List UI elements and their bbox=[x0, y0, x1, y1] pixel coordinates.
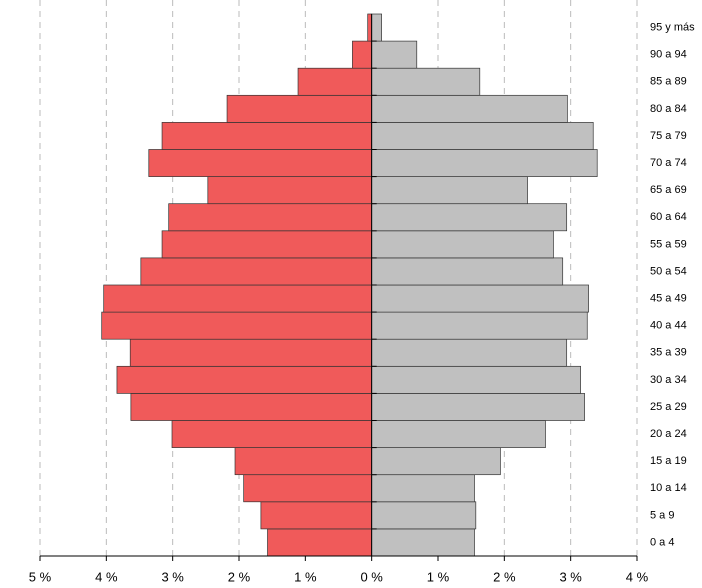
bar bbox=[243, 474, 373, 503]
bar bbox=[371, 176, 528, 205]
bar bbox=[371, 447, 501, 476]
bar bbox=[161, 230, 373, 259]
bar bbox=[371, 149, 598, 177]
bar bbox=[168, 203, 373, 232]
category-label: 45 a 49 bbox=[650, 292, 687, 304]
bar bbox=[171, 420, 373, 448]
category-label: 0 a 4 bbox=[650, 536, 674, 548]
category-label: 50 a 54 bbox=[650, 265, 687, 277]
bar bbox=[148, 149, 373, 177]
bar bbox=[371, 474, 475, 503]
x-tick-label: 2 % bbox=[228, 569, 251, 584]
category-label: 95 y más bbox=[650, 21, 695, 33]
bar bbox=[129, 338, 373, 367]
category-label: 60 a 64 bbox=[650, 211, 687, 223]
bar bbox=[371, 257, 564, 286]
bar bbox=[140, 257, 373, 286]
bar bbox=[130, 393, 373, 421]
category-label: 5 a 9 bbox=[650, 509, 674, 521]
bar bbox=[101, 311, 373, 340]
category-label: 30 a 34 bbox=[650, 374, 687, 386]
category-label: 75 a 79 bbox=[650, 130, 687, 142]
x-tick-label: 1 % bbox=[427, 569, 450, 584]
bar bbox=[371, 501, 477, 530]
bar bbox=[371, 284, 589, 313]
category-label: 85 a 89 bbox=[650, 76, 687, 88]
x-tick-label: 3 % bbox=[161, 569, 184, 584]
bar bbox=[371, 393, 585, 421]
x-tick-label: 2 % bbox=[493, 569, 516, 584]
bar bbox=[371, 67, 481, 96]
x-tick-label: 3 % bbox=[559, 569, 582, 584]
category-label: 40 a 44 bbox=[650, 320, 687, 332]
x-tick-label: 4 % bbox=[626, 569, 649, 584]
bar bbox=[267, 528, 373, 557]
bar bbox=[371, 203, 568, 232]
bar bbox=[116, 365, 373, 394]
category-label: 70 a 74 bbox=[650, 157, 687, 169]
category-label: 65 a 69 bbox=[650, 184, 687, 196]
bar bbox=[371, 338, 568, 367]
bar bbox=[297, 67, 373, 96]
bar bbox=[371, 311, 588, 340]
bar bbox=[260, 501, 373, 530]
bar bbox=[226, 94, 373, 123]
bar bbox=[352, 40, 373, 69]
category-label: 15 a 19 bbox=[650, 455, 687, 467]
category-label: 55 a 59 bbox=[650, 238, 687, 250]
bar bbox=[103, 284, 373, 313]
category-label: 35 a 39 bbox=[650, 347, 687, 359]
bar bbox=[371, 13, 382, 42]
category-label: 80 a 84 bbox=[650, 103, 687, 115]
x-tick-label: 1 % bbox=[294, 569, 317, 584]
x-tick-label: 0 % bbox=[360, 569, 383, 584]
bar bbox=[371, 122, 594, 150]
bar bbox=[371, 40, 418, 69]
category-label: 20 a 24 bbox=[650, 428, 687, 440]
category-label: 25 a 29 bbox=[650, 401, 687, 413]
bar bbox=[371, 528, 475, 557]
bar bbox=[234, 447, 373, 476]
bar bbox=[371, 230, 554, 259]
bar bbox=[371, 365, 581, 394]
bar bbox=[371, 420, 546, 448]
category-label: 90 a 94 bbox=[650, 49, 687, 61]
bar bbox=[161, 122, 373, 150]
bar bbox=[371, 94, 568, 123]
x-tick-label: 4 % bbox=[95, 569, 118, 584]
bar bbox=[367, 13, 373, 42]
category-label: 10 a 14 bbox=[650, 482, 687, 494]
x-tick-label: 5 % bbox=[29, 569, 52, 584]
bar bbox=[207, 176, 373, 205]
